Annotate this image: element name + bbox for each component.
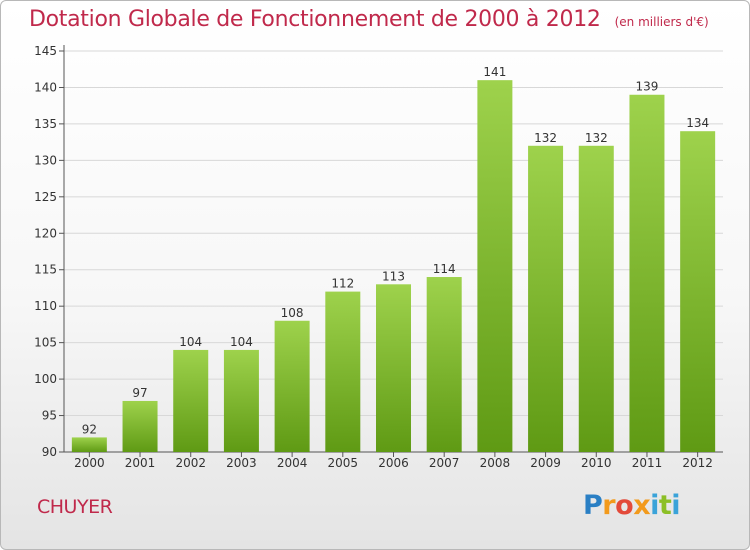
proxiti-logo: Proxiti xyxy=(583,490,681,521)
bar xyxy=(274,320,310,452)
bar-value-label: 112 xyxy=(331,277,354,291)
y-tick-label: 135 xyxy=(34,117,57,131)
logo-letter: i xyxy=(671,490,681,521)
chart-unit: (en milliers d'€) xyxy=(614,15,709,29)
x-tick-label: 2001 xyxy=(125,456,156,470)
chart-title: Dotation Globale de Fonctionnement de 20… xyxy=(29,7,709,32)
bar xyxy=(325,291,361,452)
bar xyxy=(71,437,107,452)
bar-value-label: 139 xyxy=(636,80,659,94)
y-tick-label: 140 xyxy=(34,80,57,94)
bar-value-label: 104 xyxy=(230,335,253,349)
x-tick-label: 2007 xyxy=(429,456,460,470)
bar-value-label: 92 xyxy=(82,422,97,436)
bar xyxy=(376,284,411,452)
bar xyxy=(223,349,259,452)
bar-value-label: 141 xyxy=(483,65,506,79)
bar-value-label: 97 xyxy=(132,386,147,400)
bar-value-label: 108 xyxy=(281,306,304,320)
bar-value-label: 132 xyxy=(585,131,608,145)
y-tick-label: 90 xyxy=(42,445,57,459)
x-tick-label: 2012 xyxy=(682,456,713,470)
y-tick-label: 130 xyxy=(34,153,57,167)
bar xyxy=(426,277,462,452)
x-tick-label: 2002 xyxy=(175,456,206,470)
logo-letter: P xyxy=(583,490,603,521)
x-tick-label: 2010 xyxy=(581,456,612,470)
bar-value-label: 113 xyxy=(382,269,405,283)
bar-value-label: 132 xyxy=(534,131,557,145)
y-tick-label: 105 xyxy=(34,336,57,350)
x-tick-label: 2004 xyxy=(277,456,308,470)
logo-letter: t xyxy=(658,490,672,521)
y-tick-label: 95 xyxy=(42,409,57,423)
y-tick-label: 115 xyxy=(34,263,57,277)
y-tick-label: 100 xyxy=(34,372,57,386)
logo-letter: r xyxy=(602,490,616,521)
bar xyxy=(477,80,513,452)
x-tick-label: 2009 xyxy=(530,456,561,470)
bars xyxy=(71,80,716,453)
bar xyxy=(629,94,665,452)
bar-value-label: 104 xyxy=(179,335,202,349)
y-tick-label: 145 xyxy=(34,44,57,58)
commune-name: CHUYER xyxy=(37,496,113,518)
bar xyxy=(528,145,564,453)
bar-value-label: 134 xyxy=(686,116,709,130)
x-tick-label: 2003 xyxy=(226,456,257,470)
bar-value-label: 114 xyxy=(433,262,456,276)
logo-letter: x xyxy=(633,490,651,521)
x-tick-label: 2008 xyxy=(480,456,511,470)
bar xyxy=(173,349,209,452)
logo-letter: i xyxy=(650,490,659,521)
y-tick-label: 125 xyxy=(34,190,57,204)
x-tick-label: 2005 xyxy=(328,456,359,470)
bar xyxy=(578,145,614,453)
labels: 90 95 100 105 110 115 120 125 130 135 140 145 92 2000… xyxy=(34,44,713,470)
x-tick-label: 2000 xyxy=(74,456,105,470)
y-tick-label: 120 xyxy=(34,226,57,240)
chart-title-text: Dotation Globale de Fonctionnement de 20… xyxy=(29,7,601,32)
x-tick-label: 2011 xyxy=(632,456,663,470)
y-tick-label: 110 xyxy=(34,299,57,313)
x-tick-label: 2006 xyxy=(378,456,409,470)
logo-letter: o xyxy=(615,490,634,521)
bar xyxy=(122,400,158,452)
bar xyxy=(680,131,716,452)
